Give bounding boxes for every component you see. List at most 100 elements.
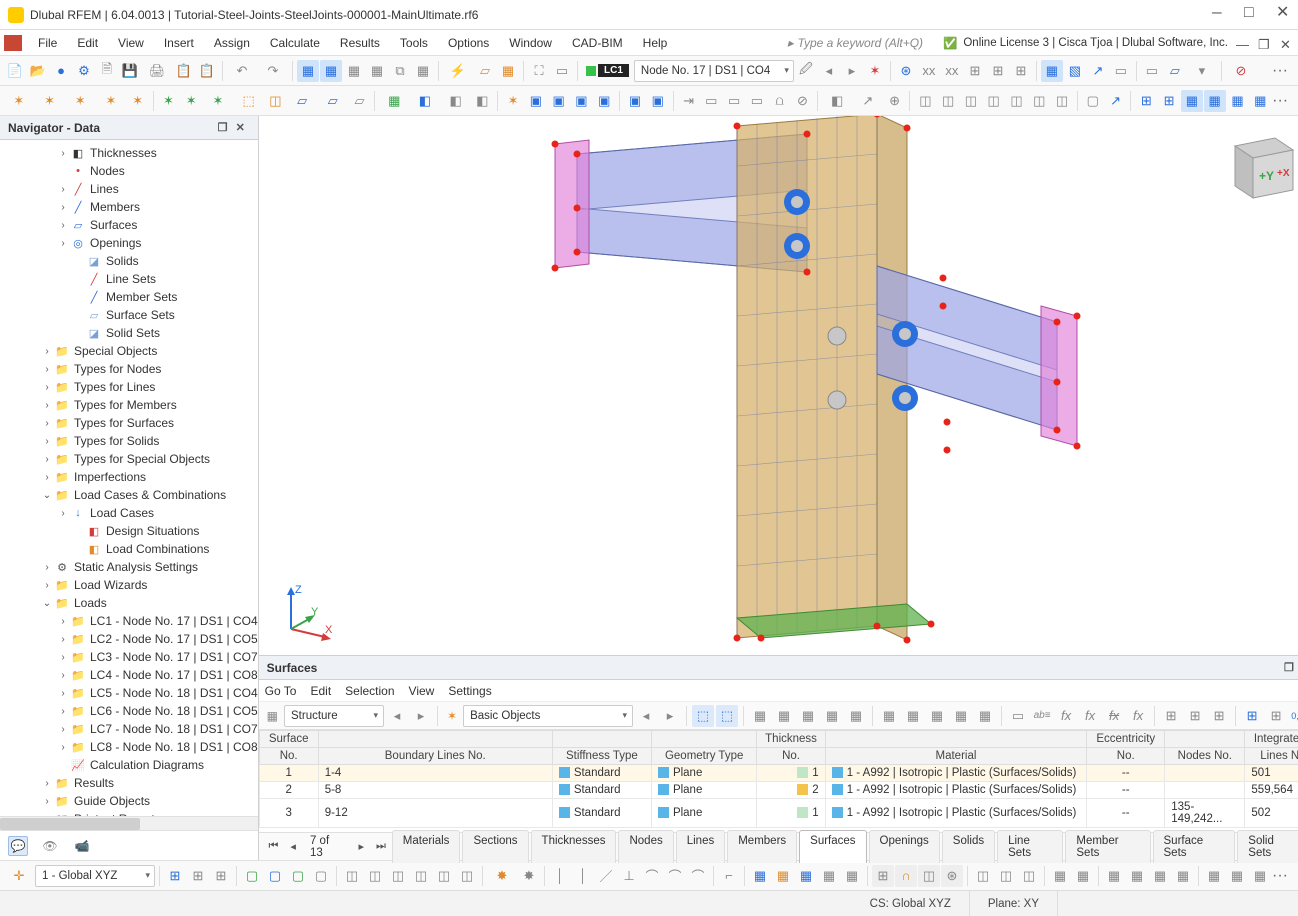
- t2-at[interactable]: ⊞: [1158, 90, 1180, 112]
- t2-k[interactable]: ▱: [287, 90, 317, 112]
- surf-tb-ab[interactable]: ab≡: [1031, 705, 1053, 727]
- display-3-button[interactable]: ↗: [1087, 60, 1109, 82]
- navigator-pin-button[interactable]: ❐: [218, 121, 232, 135]
- lc-prev-button[interactable]: ◂: [818, 60, 840, 82]
- prev-button[interactable]: 🖉: [795, 60, 817, 82]
- basic-objects-combo[interactable]: Basic Objects: [463, 705, 633, 727]
- bt-33[interactable]: ⊛: [941, 865, 963, 887]
- tree-item[interactable]: •Nodes: [0, 162, 258, 180]
- tree-item[interactable]: ›╱Members: [0, 198, 258, 216]
- table-header[interactable]: Material: [825, 748, 1087, 765]
- t2-ac[interactable]: ▭: [723, 90, 745, 112]
- menu-insert[interactable]: Insert: [154, 36, 204, 50]
- tree-item[interactable]: ⌄📁Loads: [0, 594, 258, 612]
- bt-19[interactable]: ／: [595, 865, 617, 887]
- bt-35[interactable]: ◫: [995, 865, 1017, 887]
- tree-item[interactable]: ›📁LC8 - Node No. 18 | DS1 | CO8: [0, 738, 258, 756]
- t2-v[interactable]: ▣: [593, 90, 615, 112]
- report-button[interactable]: 📋: [173, 60, 195, 82]
- table-header[interactable]: Thickness: [757, 731, 825, 748]
- bt-5[interactable]: ▢: [241, 865, 263, 887]
- tab-prev-button[interactable]: ◂: [284, 838, 302, 856]
- bt-24[interactable]: ⌐: [718, 865, 740, 887]
- tree-item[interactable]: ◪Solid Sets: [0, 324, 258, 342]
- bt-45[interactable]: ▦: [1249, 865, 1271, 887]
- tab-linesets[interactable]: Line Sets: [997, 830, 1063, 863]
- tree-item[interactable]: ◧Design Situations: [0, 522, 258, 540]
- surf-tb-9[interactable]: ▦: [902, 705, 924, 727]
- surf-tb-fx3[interactable]: fx: [1103, 705, 1125, 727]
- structure-combo[interactable]: Structure: [284, 705, 384, 727]
- t2-j[interactable]: ◫: [264, 90, 286, 112]
- inner-minimize-button[interactable]: —: [1236, 37, 1248, 49]
- results-button[interactable]: ▦: [497, 60, 519, 82]
- save-button[interactable]: 💾: [119, 60, 141, 82]
- surf-tb-4[interactable]: ▦: [773, 705, 795, 727]
- tree-item[interactable]: ›📁Types for Special Objects: [0, 450, 258, 468]
- t2-o[interactable]: ◧: [410, 90, 440, 112]
- bt-18[interactable]: │: [572, 865, 594, 887]
- tab-sections[interactable]: Sections: [462, 830, 528, 863]
- t2-ah[interactable]: ↗: [853, 90, 883, 112]
- table-cell[interactable]: Plane: [651, 765, 756, 782]
- menu-options[interactable]: Options: [438, 36, 499, 50]
- t2-ag[interactable]: ◧: [822, 90, 852, 112]
- table-cell[interactable]: [1165, 782, 1245, 799]
- t2-aa[interactable]: ⇥: [678, 90, 700, 112]
- bt-12[interactable]: ◫: [410, 865, 432, 887]
- t2-p[interactable]: ◧: [441, 90, 471, 112]
- t2-m[interactable]: ▱: [349, 90, 371, 112]
- surf-tb-12[interactable]: ▦: [974, 705, 996, 727]
- tab-next-button[interactable]: ▸: [352, 838, 370, 856]
- t2-f[interactable]: ✶: [158, 90, 180, 112]
- table-header[interactable]: Surface: [259, 731, 318, 748]
- t2-l[interactable]: ▱: [318, 90, 348, 112]
- bt-34[interactable]: ◫: [972, 865, 994, 887]
- bt-42[interactable]: ▦: [1172, 865, 1194, 887]
- table-cell[interactable]: Plane: [651, 799, 756, 828]
- surf-menu-edit[interactable]: Edit: [310, 684, 331, 698]
- surf-tb-19[interactable]: ⊞: [1265, 705, 1287, 727]
- t2-aj[interactable]: ◫: [914, 90, 936, 112]
- table-row[interactable]: 39-12StandardPlane11 - A992 | Isotropic …: [259, 799, 1298, 828]
- display-7-button[interactable]: ▾: [1187, 60, 1217, 82]
- menu-cadbim[interactable]: CAD-BIM: [562, 36, 633, 50]
- tool-g-button[interactable]: ⊞: [1010, 60, 1032, 82]
- bt-37[interactable]: ▦: [1049, 865, 1071, 887]
- print-button[interactable]: 🖨: [142, 60, 172, 82]
- t2-ad[interactable]: ▭: [746, 90, 768, 112]
- tree-item[interactable]: ⌄📁Load Cases & Combinations: [0, 486, 258, 504]
- tree-item[interactable]: ›📁Types for Nodes: [0, 360, 258, 378]
- maximize-button[interactable]: □: [1244, 8, 1258, 22]
- table-cell[interactable]: 5-8: [318, 782, 552, 799]
- tree-item[interactable]: ›📁Guide Objects: [0, 792, 258, 810]
- bt-41[interactable]: ▦: [1149, 865, 1171, 887]
- surf-tb-6[interactable]: ▦: [821, 705, 843, 727]
- undo-button[interactable]: ↶: [227, 60, 257, 82]
- tool-c-button[interactable]: xx: [918, 60, 940, 82]
- model-manager-button[interactable]: ⚙: [73, 60, 95, 82]
- bt-30[interactable]: ⊞: [872, 865, 894, 887]
- tree-item[interactable]: ›📁Types for Members: [0, 396, 258, 414]
- menu-file[interactable]: File: [28, 36, 67, 50]
- surf-tb-fx4[interactable]: fx: [1127, 705, 1149, 727]
- bottom-toolbar-overflow[interactable]: ···: [1272, 867, 1294, 885]
- surf-menu-view[interactable]: View: [409, 684, 435, 698]
- bt-1[interactable]: ✛: [4, 865, 34, 887]
- table-cell[interactable]: 2: [259, 782, 318, 799]
- surf-tb-18[interactable]: ⊞: [1241, 705, 1263, 727]
- surf-tb-17[interactable]: ⊞: [1208, 705, 1230, 727]
- table-cell[interactable]: --: [1087, 765, 1165, 782]
- bt-28[interactable]: ▦: [818, 865, 840, 887]
- tab-solidsets[interactable]: Solid Sets: [1237, 830, 1298, 863]
- surf-tb-5[interactable]: ▦: [797, 705, 819, 727]
- t2-ab[interactable]: ▭: [700, 90, 722, 112]
- lc-next-button[interactable]: ▸: [841, 60, 863, 82]
- tab-solids[interactable]: Solids: [942, 830, 995, 863]
- t2-am[interactable]: ◫: [983, 90, 1005, 112]
- inner-close-button[interactable]: ✕: [1280, 37, 1292, 49]
- menu-calculate[interactable]: Calculate: [260, 36, 330, 50]
- view-full-button[interactable]: ⛶: [528, 60, 550, 82]
- tree-item[interactable]: ›📁LC4 - Node No. 17 | DS1 | CO8: [0, 666, 258, 684]
- t2-e[interactable]: ✶: [127, 90, 149, 112]
